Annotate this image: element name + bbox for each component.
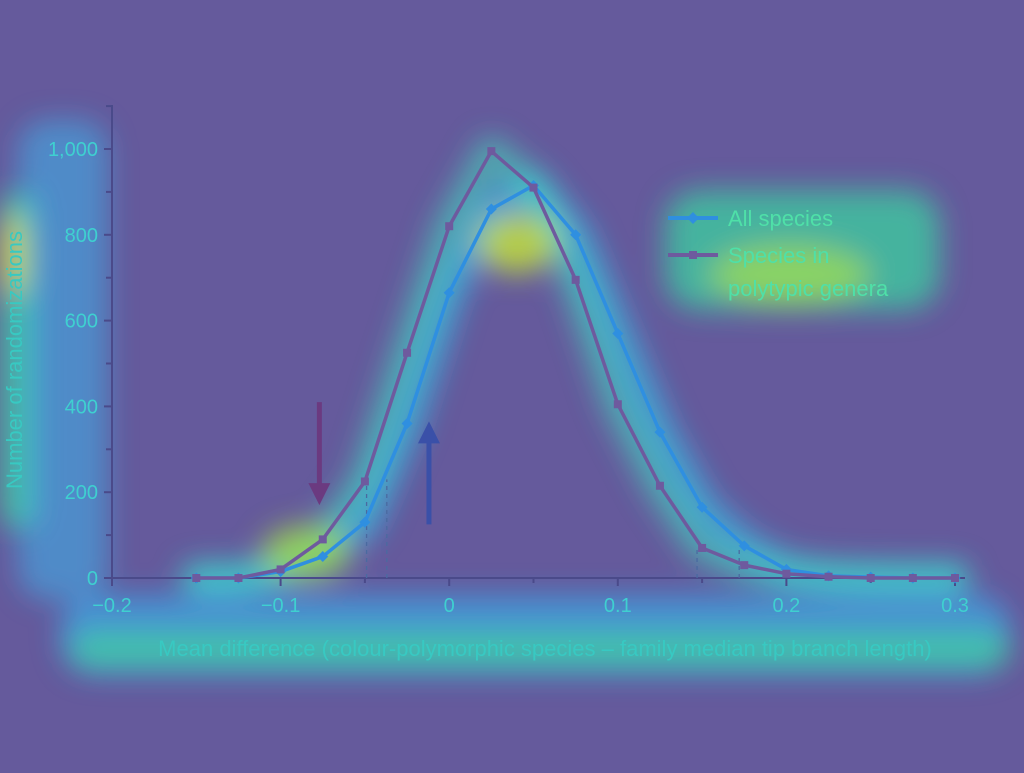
legend-label-line: polytypic genera	[728, 276, 889, 301]
data-point	[570, 229, 582, 241]
annotations	[308, 402, 740, 578]
x-axis-title: Mean difference (colour-polymorphic spec…	[158, 636, 932, 661]
data-point	[824, 572, 833, 581]
glow-yticks	[18, 120, 108, 600]
arrow-head-up	[417, 421, 440, 444]
y-tick-label: 400	[65, 396, 98, 418]
data-point	[403, 348, 412, 357]
y-tick-label: 1,000	[48, 139, 98, 161]
legend-item: All species	[668, 206, 833, 231]
y-axis-title: Number of randomizations	[2, 231, 27, 489]
legend-item: Species in polytypic genera	[668, 243, 889, 301]
data-point	[276, 565, 285, 574]
data-point	[613, 400, 622, 409]
arrow-head-down	[308, 483, 331, 506]
data-point	[738, 540, 750, 552]
axes: 0 200 400 600 800 1,000 −0.2 −0.1 0 0.1 0.2 0.3 Mean…	[2, 105, 969, 661]
data-point	[317, 551, 329, 563]
x-tick-label: 0.3	[941, 595, 969, 617]
data-point	[654, 426, 666, 438]
data-point	[360, 477, 369, 486]
data-point	[443, 287, 455, 299]
data-point	[655, 481, 664, 490]
series	[190, 147, 961, 584]
y-tick-label: 800	[65, 225, 98, 247]
legend-swatch-marker	[689, 251, 697, 259]
x-tick-label: 0.1	[604, 595, 632, 617]
legend-label: Species in polytypic genera	[728, 243, 889, 301]
data-point	[192, 574, 201, 582]
data-point	[529, 183, 538, 192]
glow-xlabel	[70, 630, 1010, 668]
data-point	[740, 561, 749, 570]
data-point	[234, 574, 243, 582]
data-point	[487, 147, 496, 156]
data-point	[782, 569, 791, 578]
data-point	[612, 327, 624, 339]
data-point	[696, 501, 708, 513]
y-tick-label: 600	[65, 311, 98, 333]
data-point	[318, 535, 327, 544]
data-point	[401, 418, 413, 430]
legend: All species Species in polytypic genera	[668, 206, 889, 301]
data-point	[485, 203, 497, 215]
data-point	[571, 275, 580, 284]
data-point	[866, 574, 875, 582]
legend-label-line: Species in	[728, 243, 830, 268]
data-point	[908, 574, 917, 582]
x-tick-label: 0	[444, 595, 455, 617]
glow-legend-hot	[710, 245, 870, 305]
legend-swatch-marker	[687, 212, 699, 224]
x-tick-label: −0.2	[92, 595, 131, 617]
data-point	[951, 574, 959, 582]
series-polytypic-genera	[192, 147, 959, 582]
data-point	[698, 543, 707, 552]
data-point	[445, 222, 454, 231]
y-tick-label: 200	[65, 482, 98, 504]
x-tick-label: 0.2	[772, 595, 800, 617]
y-tick-label: 0	[87, 568, 98, 590]
legend-label: All species	[728, 206, 833, 231]
x-tick-label: −0.1	[261, 595, 300, 617]
data-point	[359, 516, 371, 528]
glow-peak	[476, 213, 557, 274]
